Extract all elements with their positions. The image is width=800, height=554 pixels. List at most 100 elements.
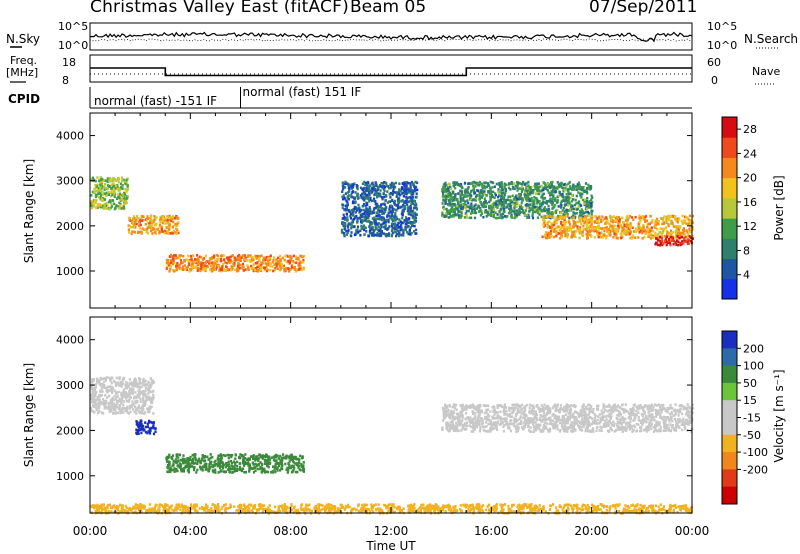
power-cell [200, 265, 203, 269]
velocity-cell [198, 457, 201, 461]
power-cell [462, 196, 465, 200]
power-cell [220, 259, 223, 263]
power-cell [369, 208, 372, 212]
power-cell [527, 184, 530, 187]
power-cell [671, 231, 675, 234]
power-cell [547, 208, 550, 211]
power-cell [380, 216, 384, 219]
power-cell [659, 242, 662, 245]
power-cell [174, 216, 177, 220]
velocity-cell [100, 393, 103, 397]
power-cell [670, 221, 673, 224]
velocity-cell [125, 386, 128, 390]
power-cell [250, 267, 253, 270]
power-cell [368, 186, 371, 190]
velocity-cell [294, 462, 297, 465]
power-cell [365, 195, 368, 198]
power-cell [367, 190, 371, 194]
power-cell [415, 192, 418, 195]
velocity-cell [96, 398, 100, 402]
power-cell [556, 218, 559, 222]
power-cell [411, 202, 414, 205]
velocity-cell [149, 397, 152, 401]
power-cell [264, 258, 267, 262]
power-cell [541, 235, 544, 239]
velocity-cell [234, 457, 237, 460]
velocity-cell [230, 464, 233, 468]
power-cell [504, 191, 507, 195]
power-cell [516, 183, 519, 187]
power-cell [548, 199, 551, 203]
power-cell [442, 198, 445, 202]
power-cell [550, 190, 553, 193]
power-cell [351, 211, 354, 214]
power-cell [99, 178, 102, 182]
power-cell [117, 193, 120, 196]
power-cell [410, 197, 413, 201]
power-cell [629, 222, 632, 225]
power-cell [625, 229, 628, 233]
power-cell [161, 230, 164, 233]
power-cell [370, 232, 374, 235]
power-cell [272, 269, 275, 273]
power-cell [607, 230, 610, 234]
power-cell [170, 258, 173, 262]
power-cell [181, 267, 184, 270]
velocity-cell [200, 458, 204, 462]
power-cell [580, 195, 583, 199]
power-cell [377, 192, 380, 195]
velocity-cell [118, 399, 121, 403]
freq-tick-top: 18 [62, 56, 76, 69]
power-cell [400, 200, 403, 203]
power-cell [151, 228, 154, 232]
power-cell [535, 209, 538, 212]
power-cell [488, 192, 491, 196]
power-cell [660, 239, 663, 242]
power-cell [279, 265, 282, 268]
velocity-cell [110, 400, 113, 403]
velocity-cell [224, 454, 227, 458]
power-cell [391, 210, 395, 213]
power-cell [586, 214, 589, 218]
power-cell [563, 214, 566, 217]
power-cell [675, 227, 678, 231]
velocity-cell [227, 468, 230, 472]
power-cell [479, 182, 482, 185]
power-cell [471, 181, 474, 184]
power-cell [624, 219, 628, 222]
velocity-cell [236, 460, 239, 464]
velocity-cell [254, 462, 257, 466]
power-cell [594, 226, 597, 230]
power-cell [113, 189, 116, 192]
power-cell [596, 233, 599, 236]
power-cell [615, 229, 618, 233]
velocity-cell [250, 466, 253, 470]
power-cell [485, 215, 488, 218]
power-cell [596, 217, 599, 220]
power-cell [464, 206, 468, 210]
power-cell [466, 194, 470, 197]
power-cell [141, 227, 144, 231]
power-cell [278, 268, 281, 272]
power-cell [450, 210, 453, 213]
power-cell [584, 218, 588, 222]
power-cell [117, 180, 120, 184]
power-cell [523, 183, 526, 186]
velocity-cell [139, 397, 142, 401]
power-cell [378, 229, 381, 233]
power-cell [681, 235, 684, 239]
power-cell [365, 189, 368, 193]
power-cell [362, 191, 365, 194]
power-cell [448, 209, 451, 212]
power-cell [174, 256, 177, 259]
power-cell [622, 221, 625, 225]
power-cell [215, 263, 218, 267]
power-cell [391, 228, 394, 232]
power-cell [251, 255, 254, 259]
power-cell [407, 181, 410, 185]
power-cell [515, 205, 518, 209]
power-cell [525, 185, 528, 189]
power-cell [478, 198, 481, 201]
power-cell [657, 238, 660, 242]
power-cell [367, 194, 370, 197]
